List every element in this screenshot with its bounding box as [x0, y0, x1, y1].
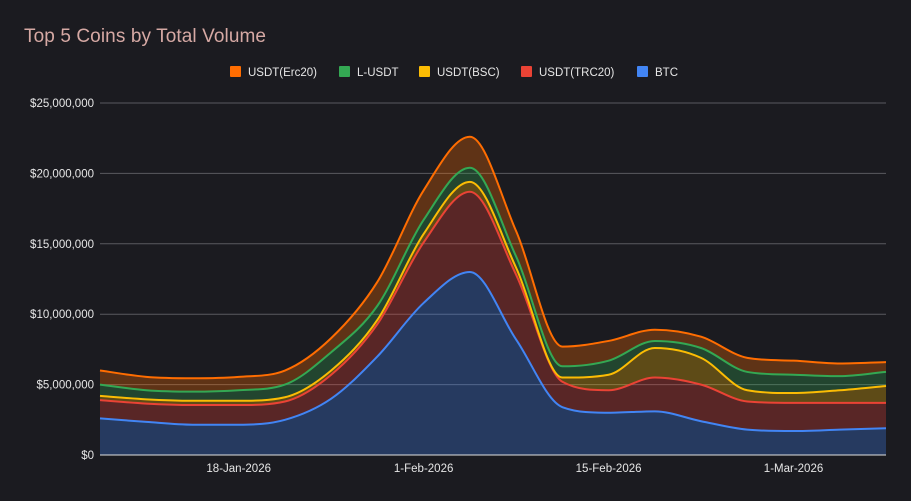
legend-swatch [230, 66, 241, 77]
area-usdt-trc20 [100, 191, 886, 432]
line-usdt-bsc [99, 180, 887, 402]
x-tick-label: 15-Feb-2026 [576, 463, 642, 475]
x-tick-label: 1-Feb-2026 [394, 463, 453, 475]
line-btc [99, 270, 887, 433]
y-tick-label: $25,000,000 [30, 98, 94, 110]
legend-label: USDT(Erc20) [248, 67, 317, 79]
line-l-usdt [99, 166, 887, 393]
y-tick-label: $0 [81, 450, 94, 462]
x-tick-label: 1-Mar-2026 [764, 463, 823, 475]
area-layers [100, 136, 886, 455]
legend-item-usdt-bsc[interactable]: USDT(BSC) [419, 66, 500, 79]
legend-swatch [521, 66, 532, 77]
y-tick-label: $5,000,000 [36, 380, 94, 392]
legend-swatch [339, 66, 350, 77]
legend-item-btc[interactable]: BTC [637, 66, 678, 79]
area-l-usdt [100, 167, 886, 401]
legend-label: USDT(TRC20) [539, 67, 615, 79]
area-btc [100, 271, 886, 455]
legend-swatch [419, 66, 430, 77]
line-usdt-erc20 [99, 135, 887, 380]
legend-item-usdt-erc20[interactable]: USDT(Erc20) [230, 66, 317, 79]
legend-item-usdt-trc20[interactable]: USDT(TRC20) [521, 66, 615, 79]
x-tick-label: 18-Jan-2026 [206, 463, 271, 475]
y-tick-label: $15,000,000 [30, 239, 94, 251]
legend-label: BTC [655, 67, 678, 79]
legend-label: USDT(BSC) [437, 67, 500, 79]
legend: USDT(Erc20) L-USDT USDT(BSC) USDT(TRC20) BTC [230, 66, 678, 79]
legend-item-l-usdt[interactable]: L-USDT [339, 66, 399, 79]
chart-title: Top 5 Coins by Total Volume [24, 26, 267, 47]
y-tick-label: $10,000,000 [30, 309, 94, 321]
line-usdt-trc20 [99, 190, 887, 407]
area-lines [99, 135, 887, 433]
legend-label: L-USDT [357, 67, 399, 79]
y-tick-label: $20,000,000 [30, 168, 94, 180]
area-usdt-erc20 [100, 136, 886, 392]
legend-swatch [637, 66, 648, 77]
